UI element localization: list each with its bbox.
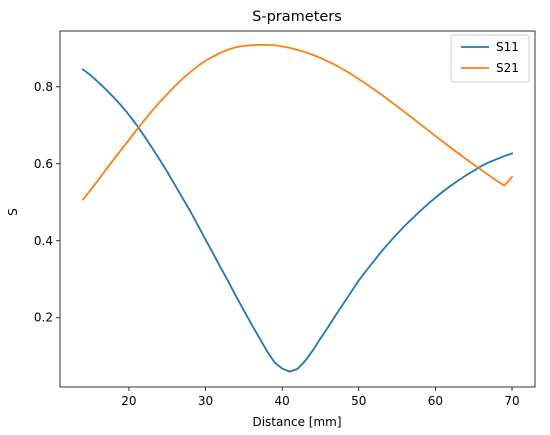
legend-label-s11: S11 xyxy=(496,40,519,54)
x-tick-label: 50 xyxy=(351,394,366,408)
y-tick-label: 0.4 xyxy=(34,234,53,248)
series-line-s21 xyxy=(81,43,514,201)
chart-title: S-prameters xyxy=(252,9,342,25)
series-line-s11 xyxy=(81,68,514,373)
legend: S11 S21 xyxy=(450,34,530,83)
y-tick-label: 0.6 xyxy=(34,157,53,171)
x-axis-label: Distance [mm] xyxy=(252,415,341,429)
y-axis-label: S xyxy=(6,208,20,216)
series-group xyxy=(81,43,514,373)
legend-label-s21: S21 xyxy=(496,61,519,75)
x-tick-label: 70 xyxy=(504,394,519,408)
y-tick-label: 0.8 xyxy=(34,80,53,94)
x-axis-ticks: 20 30 40 50 60 70 xyxy=(121,387,520,408)
x-tick-label: 30 xyxy=(198,394,213,408)
y-axis-ticks: 0.2 0.4 0.6 0.8 xyxy=(34,80,60,325)
x-tick-label: 40 xyxy=(275,394,290,408)
y-tick-label: 0.2 xyxy=(34,311,53,325)
x-tick-label: 60 xyxy=(428,394,443,408)
plot-frame xyxy=(59,30,536,388)
x-tick-label: 20 xyxy=(121,394,136,408)
